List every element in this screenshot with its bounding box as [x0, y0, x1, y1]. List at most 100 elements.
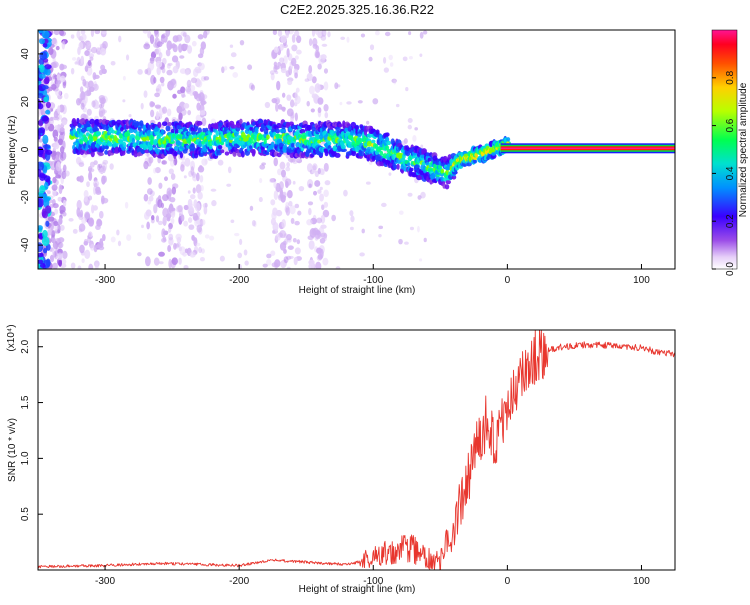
spectrogram-noise-cell: [155, 88, 160, 92]
spectrogram-noise-cell: [226, 183, 232, 187]
spectrogram-noise-cell: [314, 230, 322, 240]
spectrogram-noise-cell: [219, 255, 225, 262]
spectrogram-noise-cell: [183, 175, 187, 179]
spectrogram-noise-cell: [153, 167, 157, 174]
spectrogram-noise-cell: [178, 213, 183, 219]
spectrogram-noise-cell: [45, 109, 51, 115]
spectrogram-noise-cell: [93, 244, 98, 253]
spectrogram-noise-cell: [158, 182, 163, 189]
spectrogram-noise-cell: [59, 224, 65, 231]
spectrogram-noise-cell: [168, 222, 173, 230]
spectrogram-ridge-cell: [266, 134, 270, 140]
spectrogram-noise-cell: [357, 100, 363, 104]
spectrogram-noise-cell: [296, 239, 301, 245]
spectrogram-noise-cell: [199, 110, 206, 116]
spectrogram-noise-cell: [321, 30, 327, 37]
spectrogram-noise-cell: [178, 101, 186, 112]
spectrogram-noise-cell: [52, 240, 59, 250]
spectrogram-noise-cell: [209, 235, 215, 241]
spectrogram-noise-cell: [419, 53, 423, 57]
spectrogram-noise-cell: [327, 31, 331, 38]
spectrogram-ridge-cell: [440, 168, 445, 174]
spectrogram-noise-cell: [145, 256, 151, 267]
spectrogram-noise-cell: [286, 161, 290, 168]
spectrogram-noise-cell: [308, 64, 313, 74]
spectrogram-noise-cell: [277, 30, 283, 37]
spectrogram-ridge-cell: [239, 118, 243, 125]
spectrogram-noise-cell: [99, 103, 102, 109]
colorbar-tick-label: 0.8: [725, 70, 736, 84]
snr-series-line: [38, 330, 675, 570]
spectrogram-noise-cell: [83, 238, 88, 246]
spectrogram-noise-cell: [285, 255, 292, 260]
spectrogram-noise-cell: [291, 57, 297, 67]
spectrogram-noise-cell: [317, 167, 321, 175]
spectrogram-ridge-cell: [371, 139, 376, 144]
snr-x-label: Height of straight line (km): [299, 584, 416, 595]
spectrogram-noise-cell: [269, 178, 275, 184]
spectrogram-noise-cell: [88, 171, 93, 182]
snr-x-tick-label: -200: [229, 576, 249, 587]
spectrogram-noise-cell: [279, 57, 285, 63]
spectrogram-noise-cell: [407, 124, 412, 130]
spectrogram-noise-cell: [285, 70, 290, 78]
spectrogram-noise-cell: [53, 136, 58, 142]
spectrogram-noise-cell: [196, 172, 200, 182]
spectrogram-noise-cell: [143, 90, 148, 98]
spectrogram-noise-cell: [84, 211, 91, 220]
spectrogram-noise-cell: [39, 51, 48, 61]
spectrogram-noise-cell: [38, 259, 44, 264]
spectrogram-noise-cell: [60, 64, 68, 70]
snr-y-tick-label: 2.0: [20, 339, 31, 353]
spectrogram-noise-cell: [279, 242, 287, 251]
spectrogram-noise-cell: [276, 80, 281, 91]
spectrogram-noise-cell: [381, 202, 387, 208]
spectrogram-noise-cell: [317, 63, 322, 70]
spectrogram-noise-cell: [80, 75, 85, 82]
spectrogram-noise-cell: [78, 41, 84, 50]
spectrogram-noise-cell: [99, 48, 107, 56]
spectrogram-noise-cell: [84, 40, 90, 46]
spectrogram-noise-cell: [124, 201, 129, 209]
spectrogram-noise-cell: [70, 67, 75, 75]
spectrogram-ridge-cell: [466, 162, 472, 167]
spectrogram-noise-cell: [61, 119, 68, 126]
spectrogram-noise-cell: [64, 170, 70, 177]
spectrogram-noise-cell: [38, 38, 46, 45]
spectrogram-ridge-cell: [190, 127, 195, 132]
spectrogram-ridge-cell: [385, 132, 390, 137]
spectrogram-noise-cell: [273, 157, 279, 167]
spectrogram-noise-cell: [42, 85, 49, 90]
spectrogram-noise-cell: [312, 37, 318, 47]
spectrogram-noise-cell: [149, 190, 155, 197]
spectrogram-noise-cell: [158, 251, 165, 257]
spectrogram-noise-cell: [306, 219, 313, 226]
spectrogram-noise-cell: [316, 217, 323, 224]
spectrogram-noise-cell: [398, 238, 403, 245]
spectrogram-noise-cell: [70, 34, 75, 39]
spectrogram-noise-cell: [96, 46, 101, 52]
spectrogram-noise-cell: [78, 175, 84, 183]
spectrogram-noise-cell: [409, 226, 414, 231]
spectrogram-ridge-cell: [109, 134, 115, 139]
spectrogram-noise-cell: [39, 64, 45, 73]
colorbar-tick-label: 0.2: [725, 214, 736, 228]
spectrogram-noise-cell: [279, 189, 284, 199]
spectrogram-noise-cell: [142, 30, 149, 34]
spectrogram-noise-cell: [308, 207, 312, 216]
spectrogram-ridge-cell: [208, 145, 213, 150]
spectrogram-ridge-cell: [338, 123, 343, 128]
spectrogram-noise-cell: [253, 220, 257, 228]
spectrogram-noise-cell: [187, 206, 195, 216]
spectrogram-noise-cell: [102, 159, 109, 165]
spectrogram-x-tick-label: -300: [95, 275, 115, 286]
spectrogram-noise-cell: [274, 98, 280, 105]
snr-x-tick-label: -300: [95, 576, 115, 587]
spectrogram-ridge-cell: [354, 125, 359, 130]
spectrogram-noise-cell: [279, 230, 287, 239]
spectrogram-noise-cell: [349, 226, 354, 231]
spectrogram-noise-cell: [191, 40, 197, 47]
spectrogram-noise-cell: [161, 33, 168, 43]
spectrogram-noise-cell: [184, 157, 191, 167]
spectrogram-noise-cell: [372, 98, 379, 105]
